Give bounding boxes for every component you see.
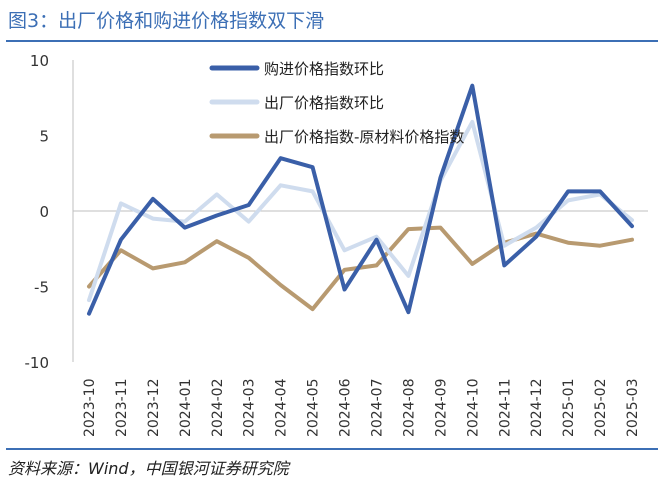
x-tick-label: 2024-08: [401, 379, 417, 438]
x-tick-label: 2024-06: [338, 378, 354, 437]
x-tick-label: 2024-03: [242, 379, 258, 438]
legend-label: 出厂价格指数环比: [264, 94, 384, 112]
source-divider: [6, 448, 658, 450]
axis-layer: 10 5 0 -5 -10 2023-10 2023-11 2023-12 2024-01 202…: [25, 52, 648, 438]
x-tick-label: 2024-05: [306, 379, 322, 438]
x-tick-label: 2024-10: [465, 379, 481, 438]
x-tick-label: 2024-04: [274, 378, 290, 437]
x-tick-label: 2024-11: [497, 379, 513, 438]
figure-title: 图3：出厂价格和购进价格指数双下滑: [8, 10, 325, 32]
line-chart: 10 5 0 -5 -10 2023-10 2023-11 2023-12 2024-01 202…: [25, 52, 648, 438]
source-note: 资料来源：Wind，中国银河证券研究院: [8, 459, 289, 478]
x-tick-label: 2025-02: [593, 379, 609, 438]
x-tick-label: 2025-01: [561, 379, 577, 438]
x-tick-label: 2024-01: [178, 379, 194, 438]
series-line: [87, 83, 634, 316]
legend-label: 购进价格指数环比: [264, 60, 384, 78]
x-tick-label: 2024-09: [433, 379, 449, 438]
x-tick-label: 2024-02: [210, 379, 226, 438]
x-tick-label: 2023-11: [114, 379, 130, 438]
x-tick-label: 2023-10: [82, 379, 98, 438]
y-tick-label: -10: [25, 354, 50, 372]
y-tick-label: 5: [39, 128, 49, 146]
series-layer: [87, 83, 634, 316]
x-tick-label: 2024-07: [369, 379, 385, 438]
title-divider: [6, 40, 658, 42]
x-tick-label: 2025-03: [625, 379, 641, 438]
legend-label: 出厂价格指数-原材料价格指数: [264, 128, 464, 146]
y-tick-label: 10: [30, 52, 49, 70]
y-tick-label: -5: [34, 279, 49, 297]
x-tick-label: 2024-12: [529, 379, 545, 438]
y-tick-label: 0: [39, 203, 49, 221]
x-tick-label: 2023-12: [146, 379, 162, 438]
series-line: [87, 225, 634, 312]
